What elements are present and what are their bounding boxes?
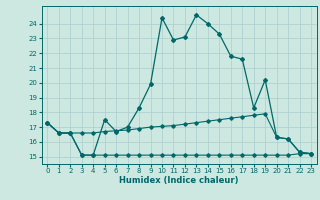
X-axis label: Humidex (Indice chaleur): Humidex (Indice chaleur) (119, 176, 239, 185)
